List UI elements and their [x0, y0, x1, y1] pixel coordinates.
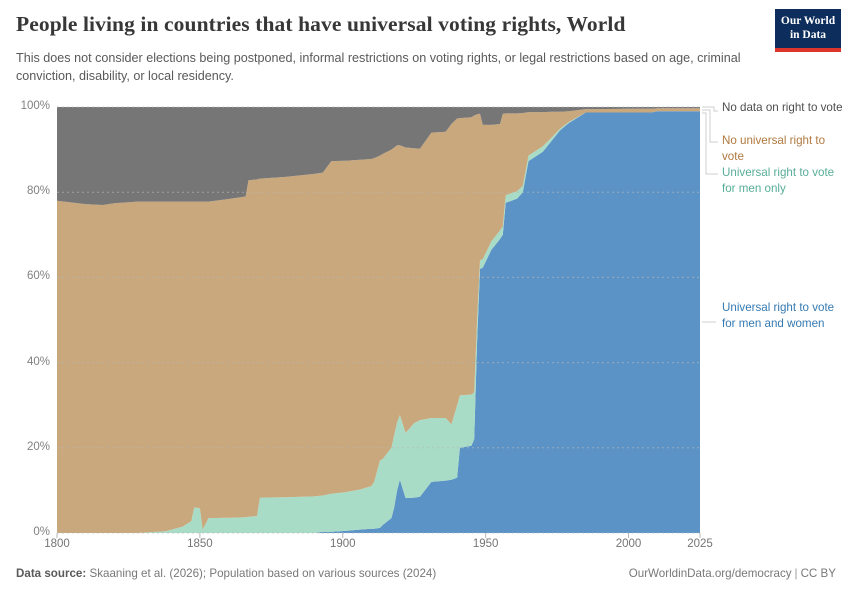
- x-axis-tick-label-1950: 1950: [472, 538, 499, 550]
- footer-links: OurWorldinData.org/democracy | CC BY: [629, 567, 836, 580]
- x-axis-tick-label-2025: 2025: [687, 538, 713, 550]
- y-axis-tick-label-100: 100%: [20, 100, 50, 112]
- data-source-label: Data source:: [16, 567, 87, 580]
- chart-subtitle: This does not consider elections being p…: [16, 51, 741, 83]
- data-source-text: Skaaning et al. (2026); Population based…: [89, 567, 437, 580]
- x-axis-tick-label-1800: 1800: [44, 538, 70, 550]
- y-axis-tick-label-60: 60%: [26, 270, 50, 283]
- owid-logo-line1: Our World: [780, 15, 836, 28]
- legend-connector-1: [702, 109, 718, 143]
- legend-item-universal-men-and-women[interactable]: Universal right to vote for men and wome…: [722, 301, 835, 330]
- x-axis-tick-label-2000: 2000: [615, 538, 642, 550]
- legend-connector-0: [702, 106, 718, 112]
- legend-item-no-universal-right[interactable]: No universal right to vote: [722, 134, 826, 163]
- area-no-data[interactable]: [57, 107, 700, 205]
- owid-logo-line2: in Data: [789, 28, 827, 41]
- area-universal-men-and-women[interactable]: [57, 111, 700, 534]
- owid-logo[interactable]: Our World in Data: [775, 9, 841, 52]
- legend-connector-2: [702, 112, 718, 175]
- data-source-note: Data source: Skaaning et al. (2026); Pop…: [16, 567, 436, 580]
- license-link[interactable]: CC BY: [800, 567, 836, 580]
- legend-item-universal-men-only[interactable]: Universal right to vote for men only: [722, 166, 835, 195]
- footer-separator: |: [794, 567, 798, 580]
- legend-item-no-data[interactable]: No data on right to vote: [722, 101, 843, 114]
- owid-url-link[interactable]: OurWorldinData.org/democracy: [628, 567, 792, 580]
- y-axis-tick-label-80: 80%: [26, 185, 50, 198]
- area-no-universal-right[interactable]: [57, 108, 700, 534]
- x-axis-tick-label-1900: 1900: [329, 538, 356, 550]
- x-axis-tick-label-1850: 1850: [187, 538, 213, 550]
- chart-footer: Data source: Skaaning et al. (2026); Pop…: [16, 567, 836, 580]
- y-axis-tick-label-20: 20%: [26, 440, 50, 453]
- page-title: People living in countries that have uni…: [16, 12, 626, 36]
- y-axis-tick-label-0: 0%: [33, 526, 50, 538]
- y-axis-tick-label-40: 40%: [26, 355, 50, 368]
